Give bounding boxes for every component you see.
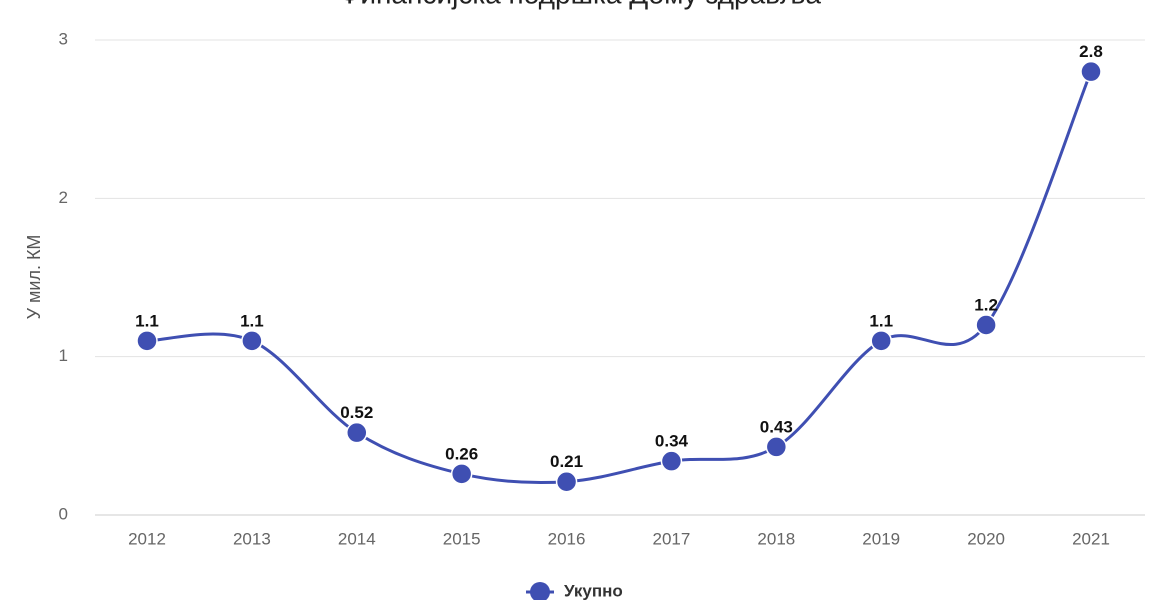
data-label: 2.8 [1079, 42, 1103, 61]
x-tick-label: 2020 [967, 529, 1005, 548]
x-tick-label: 2018 [757, 529, 795, 548]
x-tick-label: 2014 [338, 529, 376, 548]
data-label: 1.1 [135, 311, 159, 330]
x-tick-label: 2013 [233, 529, 271, 548]
data-point [136, 330, 158, 352]
x-tick-label: 2021 [1072, 529, 1110, 548]
y-tick-label: 0 [59, 504, 68, 523]
data-point [346, 421, 368, 444]
x-tick-label: 2019 [862, 529, 900, 548]
series-line [146, 71, 1093, 485]
data-point [765, 436, 788, 458]
data-point [555, 471, 578, 493]
data-label: 1.2 [974, 295, 998, 314]
data-point [870, 330, 892, 352]
data-point [241, 330, 263, 352]
data-label: 0.52 [340, 403, 373, 422]
chart-title: Финансијска подршка Дому здравља [339, 0, 821, 9]
data-label: 0.34 [655, 432, 689, 451]
x-tick-label: 2017 [653, 529, 691, 548]
y-tick-label: 3 [59, 29, 68, 48]
x-tick-label: 2015 [443, 529, 481, 548]
y-axis-label: У мил. КМ [24, 235, 44, 320]
data-point [450, 463, 473, 485]
y-tick-label: 2 [59, 188, 68, 207]
data-label: 0.21 [550, 452, 583, 471]
data-label: 0.43 [760, 417, 793, 436]
data-label: 1.1 [240, 311, 264, 330]
y-tick-label: 1 [59, 346, 68, 365]
x-tick-label: 2012 [128, 529, 166, 548]
x-tick-label: 2016 [548, 529, 586, 548]
data-point [1080, 60, 1102, 83]
legend-marker [530, 582, 550, 600]
data-label: 0.26 [445, 444, 478, 463]
data-point [660, 450, 683, 472]
data-point [975, 314, 997, 336]
legend-label: Укупно [564, 581, 623, 600]
data-label: 1.1 [869, 311, 893, 330]
